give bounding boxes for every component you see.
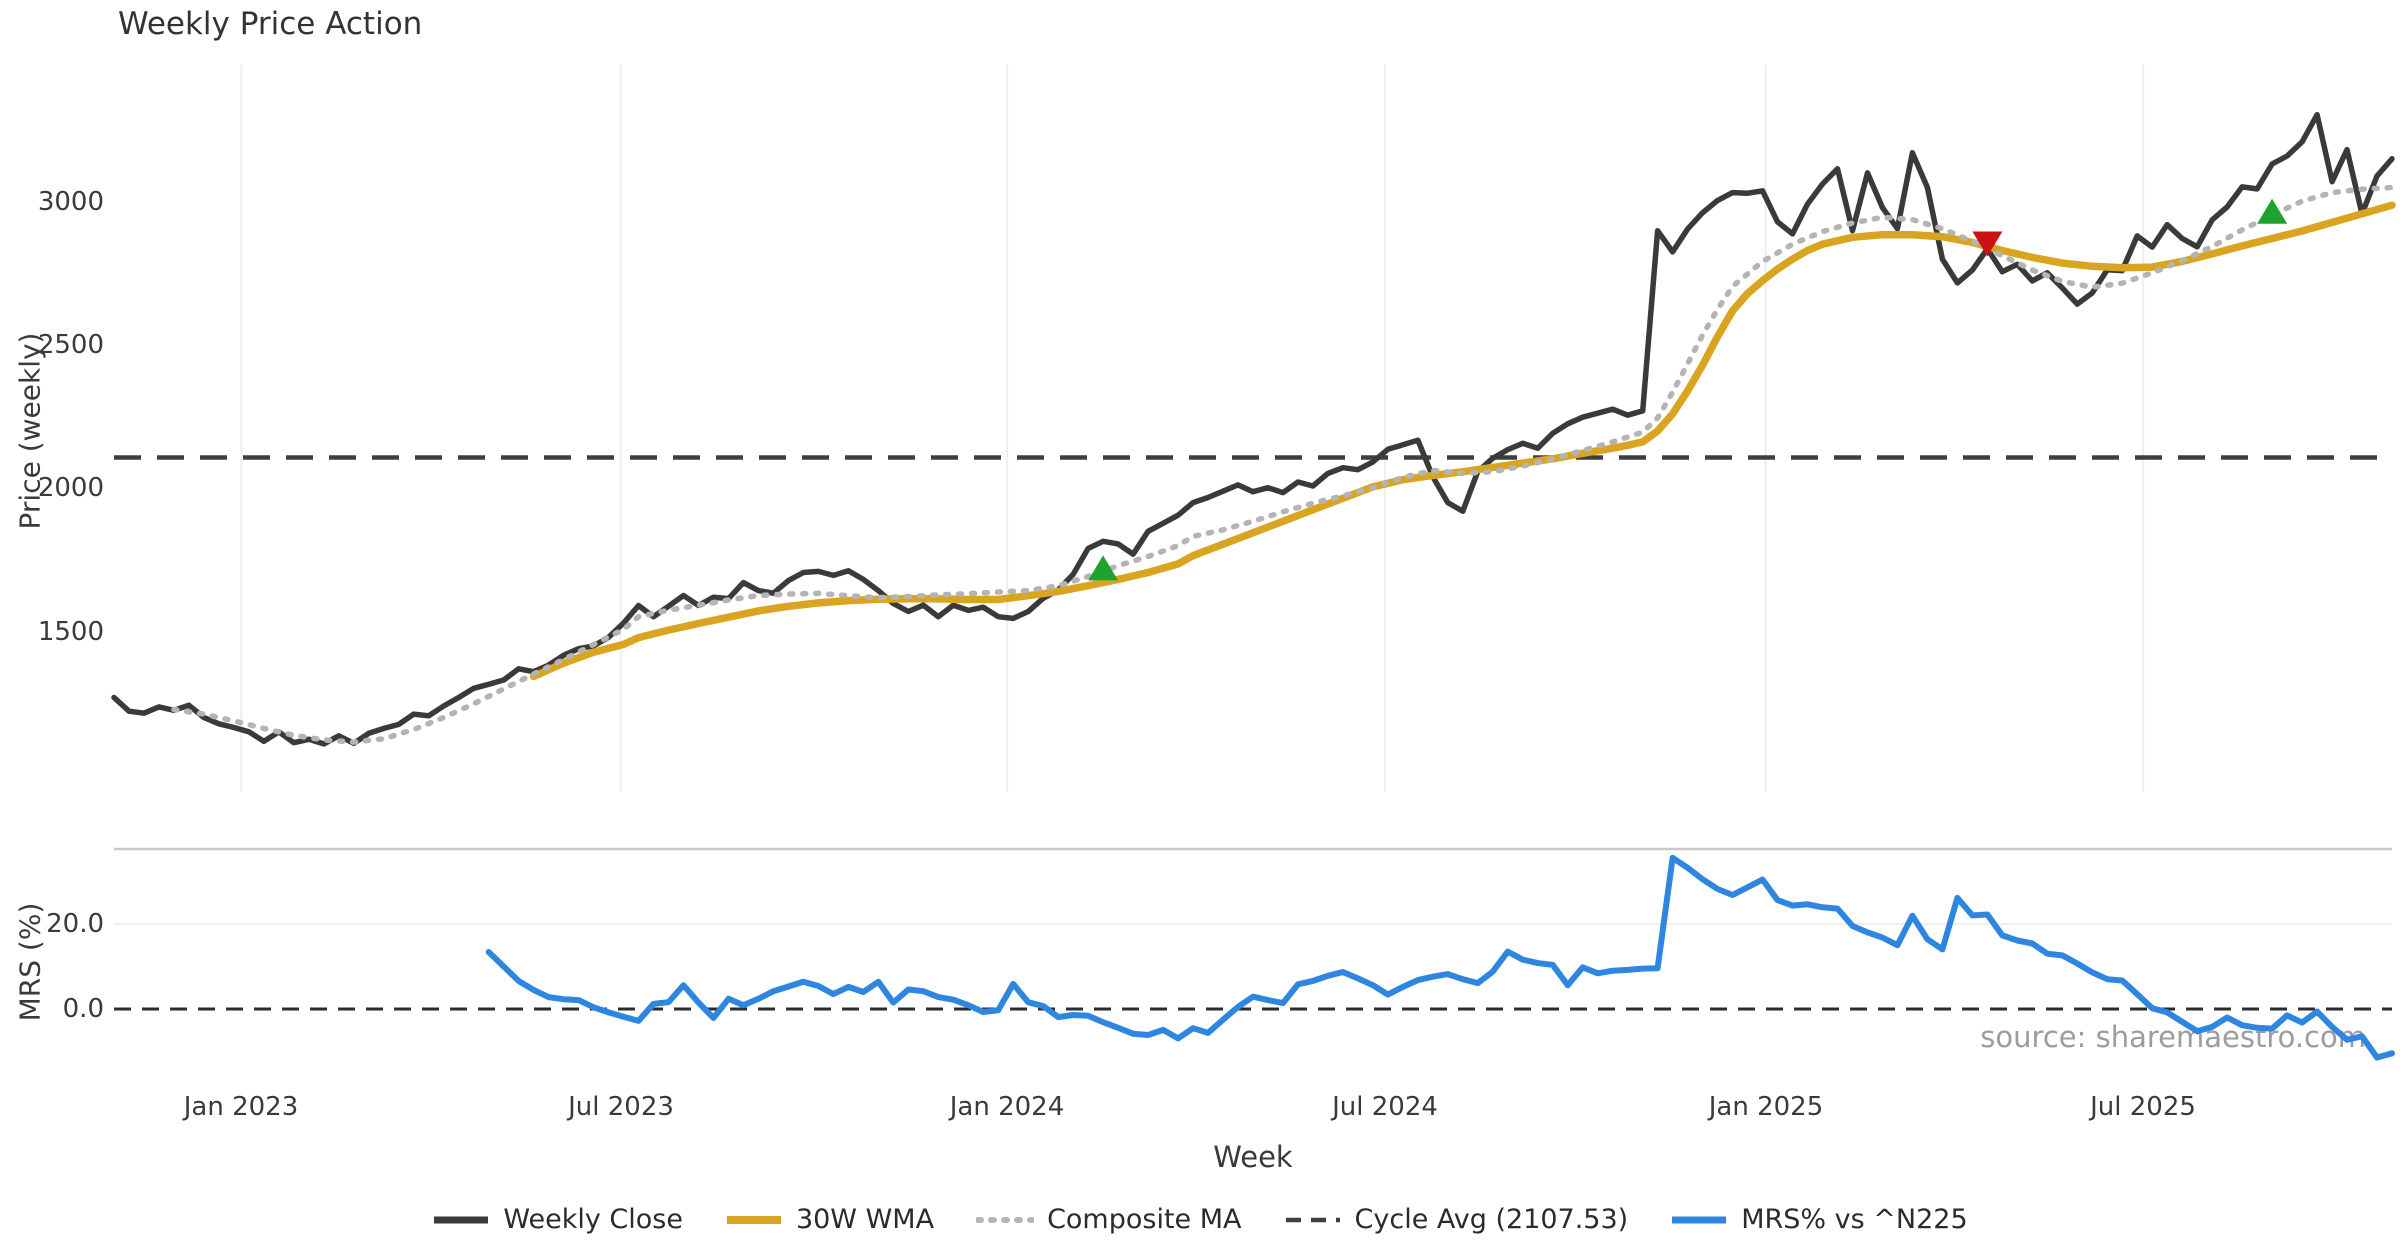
x-tick-label: Jul 2025 <box>2090 1092 2196 1122</box>
price-tick-label: 3000 <box>37 187 104 217</box>
buy-signal-marker <box>2257 198 2288 224</box>
mrs-tick-label: 0.0 <box>62 994 104 1024</box>
series-30w-wma <box>529 201 2396 681</box>
mrs-tick-label: 20.0 <box>46 909 104 939</box>
source-watermark: source: sharemaestro.com <box>1980 1020 2366 1054</box>
series-mrs-vs-n225 <box>485 854 2395 1061</box>
legend-label: Composite MA <box>1047 1204 1242 1235</box>
series-composite-ma <box>171 184 2395 745</box>
buy-signal-marker <box>1088 555 1119 581</box>
price-tick-label: 1500 <box>37 617 104 647</box>
legend-line-sample <box>976 1216 1035 1223</box>
price-tick-label: 2000 <box>37 473 104 503</box>
x-tick-label: Jan 2023 <box>183 1092 299 1122</box>
legend-label: Cycle Avg (2107.53) <box>1354 1204 1629 1235</box>
legend-line-sample <box>1672 1216 1727 1223</box>
legend-label: Weekly Close <box>503 1204 683 1235</box>
x-tick-label: Jul 2024 <box>1332 1092 1438 1122</box>
x-tick-label: Jan 2024 <box>949 1092 1065 1122</box>
chart-legend: Weekly Close 30W WMA Composite MA Cycle Avg… <box>0 1204 2400 1235</box>
legend-item-mrs-vs-n225: MRS% vs ^N225 <box>1670 1204 1968 1235</box>
chart-title: Weekly Price Action <box>118 6 423 42</box>
legend-label: MRS% vs ^N225 <box>1741 1204 1968 1235</box>
series-weekly-close <box>111 111 2395 747</box>
legend-item-composite-ma: Composite MA <box>976 1204 1242 1235</box>
legend-line-sample <box>434 1216 489 1223</box>
x-tick-label: Jan 2025 <box>1708 1092 1824 1122</box>
x-tick-label: Jul 2023 <box>568 1092 674 1122</box>
legend-line-sample <box>726 1215 781 1224</box>
legend-label: 30W WMA <box>795 1204 935 1235</box>
legend-line-sample <box>1285 1217 1340 1222</box>
legend-item-weekly-close: Weekly Close <box>432 1204 683 1235</box>
legend-item-30w-wma: 30W WMA <box>725 1204 934 1235</box>
price-tick-label: 2500 <box>37 330 104 360</box>
x-axis-label: Week <box>1213 1140 1293 1174</box>
legend-item-cycle-avg-2107-53-: Cycle Avg (2107.53) <box>1284 1204 1629 1235</box>
sell-signal-marker <box>1972 231 2003 257</box>
